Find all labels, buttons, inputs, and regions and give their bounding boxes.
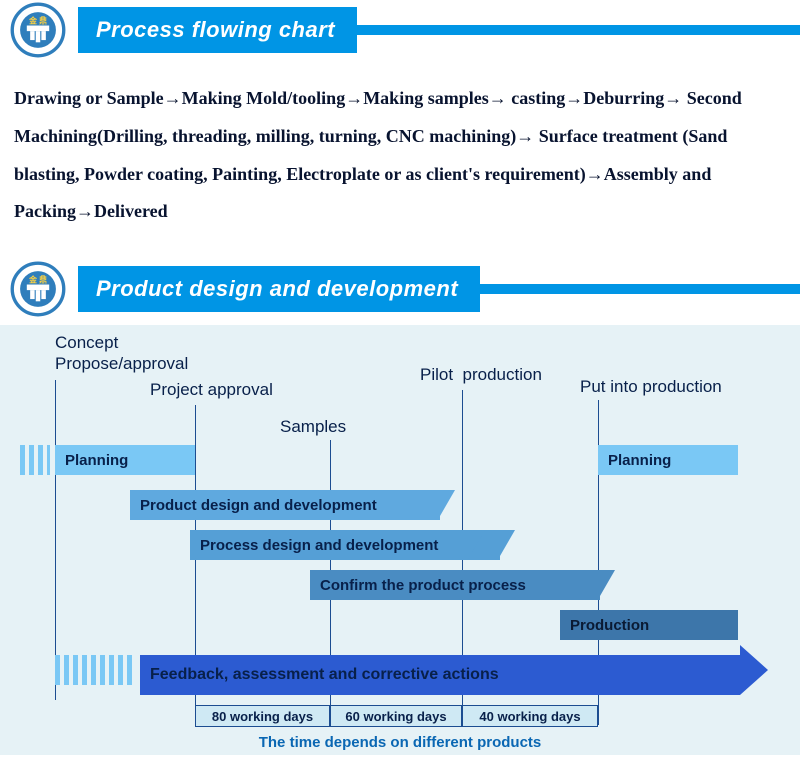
svg-text:金 鼎: 金 鼎 bbox=[28, 274, 47, 284]
milestone-label: Put into production bbox=[580, 377, 722, 397]
gantt-bar-feedback: Feedback, assessment and corrective acti… bbox=[140, 655, 740, 695]
gantt-bar-procdes: Process design and development bbox=[190, 530, 500, 560]
gantt-diagram: The time depends on different products C… bbox=[0, 325, 800, 755]
milestone-vline bbox=[55, 380, 56, 700]
header-process-chart: 金 鼎 Process flowing chart bbox=[0, 0, 800, 60]
gantt-bar-planning: Planning bbox=[598, 445, 738, 475]
gantt-bar-confirm: Confirm the product process bbox=[310, 570, 600, 600]
header2-tail bbox=[480, 259, 800, 319]
gantt-bar-planning: Planning bbox=[55, 445, 195, 475]
duration-cell: 80 working days bbox=[195, 705, 330, 727]
process-flow-text: Drawing or Sample→Making Mold/tooling→Ma… bbox=[0, 60, 800, 259]
gantt-footnote: The time depends on different products bbox=[0, 734, 800, 751]
header-product-design: 金 鼎 Product design and development bbox=[0, 259, 800, 319]
duration-cell: 60 working days bbox=[330, 705, 462, 727]
milestone-label: Project approval bbox=[150, 380, 273, 400]
gantt-bar-proddes: Product design and development bbox=[130, 490, 440, 520]
header2-title: Product design and development bbox=[78, 266, 480, 312]
duration-cell: 40 working days bbox=[462, 705, 598, 727]
header1-tail bbox=[357, 0, 800, 60]
logo-icon: 金 鼎 bbox=[8, 0, 68, 60]
gantt-bar-dashed bbox=[55, 655, 135, 685]
logo-icon: 金 鼎 bbox=[8, 259, 68, 319]
svg-text:金 鼎: 金 鼎 bbox=[28, 15, 47, 25]
milestone-label: Samples bbox=[280, 417, 346, 437]
milestone-label: Pilot production bbox=[420, 365, 542, 385]
milestone-label: Concept Propose/approval bbox=[55, 333, 188, 374]
header1-title: Process flowing chart bbox=[78, 7, 357, 53]
gantt-bar-dashed bbox=[20, 445, 50, 475]
gantt-bar-production: Production bbox=[560, 610, 738, 640]
